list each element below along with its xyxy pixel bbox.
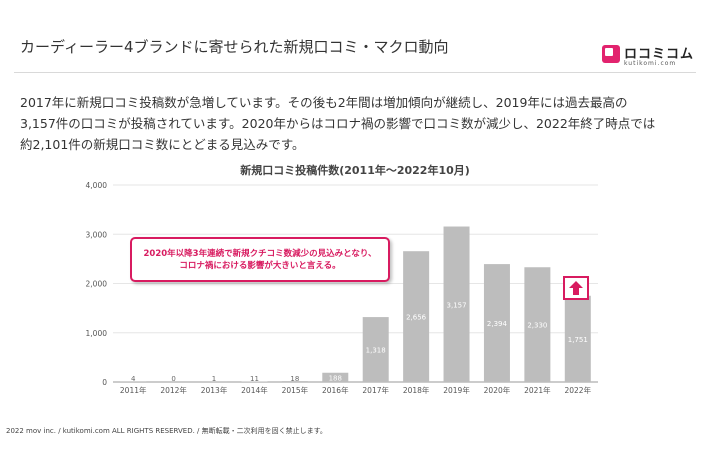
bar-value-label: 1,751: [568, 336, 588, 344]
bar: [322, 372, 349, 382]
bar-value-label: 4: [131, 375, 136, 383]
bar-value-label: 3,157: [447, 301, 467, 309]
bar: [524, 267, 551, 382]
bar: [241, 381, 268, 382]
x-tick-label: 2017年: [362, 385, 389, 395]
x-tick-label: 2021年: [524, 385, 551, 395]
bar-value-label: 188: [329, 374, 342, 382]
x-tick-label: 2014年: [241, 385, 268, 395]
y-tick-label: 4,000: [86, 181, 108, 190]
copyright-footer: 2022 mov inc. / kutikomi.com ALL RIGHTS …: [6, 427, 327, 435]
bar-value-label: 2,656: [406, 314, 427, 322]
brand-logo: ロコミコム kutikomi.com: [602, 45, 695, 69]
title-divider: [14, 72, 696, 73]
y-tick-label: 2,000: [86, 280, 108, 289]
summary-text: 2017年に新規口コミ投稿数が急増しています。その後も2年間は増加傾向が継続し、…: [20, 92, 696, 155]
bar-value-label: 18: [290, 375, 299, 383]
logo-subtext: kutikomi.com: [624, 60, 677, 67]
bar: [443, 226, 470, 382]
bar: [362, 317, 389, 382]
x-tick-label: 2020年: [484, 385, 511, 395]
x-tick-label: 2022年: [564, 385, 591, 395]
callout-line: コロナ禍における影響が大きいと言える。: [179, 260, 341, 271]
callout-box: 2020年以降3年連続で新規クチコミ数減少の見込みとなり、 コロナ禍における影響…: [130, 237, 390, 282]
bar-value-label: 2,330: [527, 322, 547, 330]
x-tick-label: 2018年: [403, 385, 430, 395]
decrease-arrow-badge: [563, 276, 589, 300]
y-tick-label: 3,000: [86, 230, 108, 239]
summary-line: 約2,101件の新規口コミ数にとどまる見込みです。: [20, 137, 305, 152]
summary-line: 3,157件の口コミが投稿されています。2020年からはコロナ禍の影響で口コミ数…: [20, 116, 656, 131]
bar-value-label: 0: [171, 375, 175, 383]
callout-line: 2020年以降3年連続で新規クチコミ数減少の見込みとなり、: [143, 248, 377, 259]
x-tick-label: 2013年: [201, 385, 228, 395]
bar-value-label: 11: [250, 375, 259, 383]
x-tick-label: 2016年: [322, 385, 349, 395]
y-tick-label: 1,000: [86, 329, 108, 338]
bar: [483, 264, 510, 382]
chart-title: 新規口コミ投稿件数(2011年〜2022年10月): [240, 164, 470, 177]
bar-value-label: 2,394: [487, 320, 508, 328]
page-title: カーディーラー4ブランドに寄せられた新規口コミ・マクロ動向: [20, 38, 449, 56]
bar: [403, 251, 430, 382]
y-tick-label: 0: [102, 378, 107, 387]
x-tick-label: 2015年: [282, 385, 309, 395]
bar: [564, 295, 591, 382]
bar-value-label: 1,318: [366, 347, 386, 355]
x-tick-label: 2019年: [443, 385, 470, 395]
bar: [281, 381, 308, 382]
bar-chart: 0 1,000 2,000 3,000 4,000 4 2011年 0 2012年 1 2013年 1…: [86, 181, 598, 395]
logo-text: ロコミコム: [624, 47, 695, 62]
logo-icon: [602, 45, 620, 63]
summary-line: 2017年に新規口コミ投稿数が急増しています。その後も2年間は増加傾向が継続し、…: [20, 95, 628, 110]
x-tick-label: 2012年: [160, 385, 187, 395]
x-tick-label: 2011年: [120, 385, 147, 395]
bar-value-label: 1: [212, 375, 216, 383]
arrow-up-icon: [569, 281, 583, 295]
